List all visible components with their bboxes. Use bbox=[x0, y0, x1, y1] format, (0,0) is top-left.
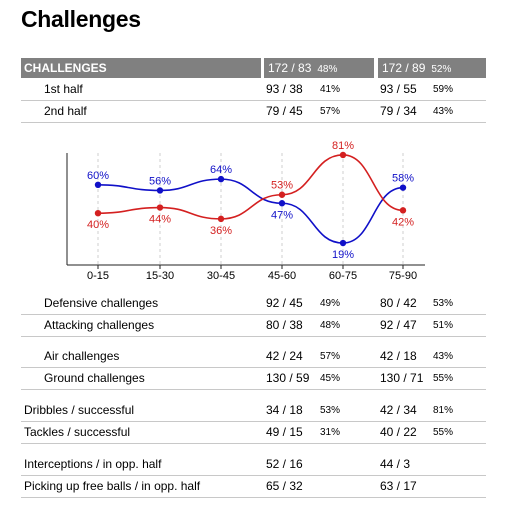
row-team1-value: 52 / 16 bbox=[266, 457, 303, 471]
data-point bbox=[399, 207, 407, 214]
table-header-team1: 172 / 83 48% bbox=[264, 58, 374, 78]
row-team1-pct: 45% bbox=[320, 373, 341, 384]
row-team1-value: 130 / 59 bbox=[266, 371, 310, 385]
x-tick-label: 15-30 bbox=[146, 270, 174, 282]
row-label: Tackles / successful bbox=[24, 425, 131, 439]
row-label: Air challenges bbox=[44, 349, 120, 363]
data-point bbox=[217, 175, 225, 183]
data-point bbox=[339, 239, 347, 247]
table-row-1st-half: 1st half 93 / 38 41% 93 / 55 59% bbox=[21, 79, 486, 101]
row-team1-pct: 41% bbox=[320, 84, 341, 95]
row-team1-value: 49 / 15 bbox=[266, 425, 303, 439]
data-point bbox=[278, 191, 286, 198]
data-label: 47% bbox=[271, 209, 293, 221]
x-tick-label: 60-75 bbox=[329, 270, 357, 282]
row-team2-pct: 43% bbox=[433, 351, 454, 362]
row-team2-value: 92 / 47 bbox=[380, 318, 417, 332]
row-team1-value: 80 / 38 bbox=[266, 318, 303, 332]
row-team1-pct: 48% bbox=[320, 320, 341, 331]
row-team1-pct: 49% bbox=[320, 298, 341, 309]
data-label: 60% bbox=[87, 170, 109, 182]
row-team1-value: 93 / 38 bbox=[266, 82, 303, 96]
x-tick-label: 75-90 bbox=[389, 270, 417, 282]
row-team2-pct: 53% bbox=[433, 298, 454, 309]
data-point bbox=[94, 181, 102, 188]
header-team2-pct: 52% bbox=[431, 64, 452, 75]
series-line bbox=[97, 178, 404, 244]
data-point bbox=[156, 204, 164, 211]
row-team1-pct: 53% bbox=[320, 405, 341, 416]
page-title: Challenges bbox=[21, 6, 141, 32]
row-team2-value: 93 / 55 bbox=[380, 82, 417, 96]
row-label: 1st half bbox=[44, 82, 83, 96]
row-team1-pct: 57% bbox=[320, 106, 341, 117]
table-row-attacking: Attacking challenges 80 / 38 48% 92 / 47… bbox=[21, 315, 486, 337]
row-team1-value: 34 / 18 bbox=[266, 403, 303, 417]
row-team2-pct: 81% bbox=[433, 405, 454, 416]
row-label: 2nd half bbox=[44, 104, 87, 118]
table-row-air: Air challenges 42 / 24 57% 42 / 18 43% bbox=[21, 346, 486, 368]
row-label: Defensive challenges bbox=[44, 296, 159, 310]
row-team2-value: 130 / 71 bbox=[380, 371, 424, 385]
data-label: 58% bbox=[392, 173, 414, 185]
row-label: Attacking challenges bbox=[44, 318, 155, 332]
data-label: 44% bbox=[149, 214, 171, 226]
data-label: 56% bbox=[149, 175, 171, 187]
row-team1-value: 42 / 24 bbox=[266, 349, 303, 363]
data-label: 81% bbox=[332, 140, 354, 152]
data-label: 64% bbox=[210, 164, 232, 176]
table-row-ground: Ground challenges 130 / 59 45% 130 / 71 … bbox=[21, 368, 486, 390]
row-team2-pct: 59% bbox=[433, 84, 454, 95]
row-team2-value: 44 / 3 bbox=[380, 457, 411, 471]
data-label: 19% bbox=[332, 249, 354, 261]
table-header-team2: 172 / 89 52% bbox=[378, 58, 486, 78]
row-team2-pct: 43% bbox=[433, 106, 454, 117]
data-point bbox=[156, 187, 164, 194]
row-label: Interceptions / in opp. half bbox=[24, 457, 162, 471]
data-label: 42% bbox=[392, 216, 414, 228]
row-team2-value: 63 / 17 bbox=[380, 479, 417, 493]
header-team1-pct: 48% bbox=[317, 64, 338, 75]
table-header-label: CHALLENGES bbox=[21, 58, 261, 78]
data-point bbox=[399, 184, 407, 191]
row-team2-pct: 55% bbox=[433, 373, 454, 384]
row-team1-value: 92 / 45 bbox=[266, 296, 303, 310]
row-team1-pct: 31% bbox=[320, 427, 341, 438]
header-team1-value: 172 / 83 bbox=[268, 61, 312, 75]
data-point bbox=[278, 200, 286, 207]
row-label: Picking up free balls / in opp. half bbox=[24, 479, 201, 493]
data-label: 53% bbox=[271, 180, 293, 192]
row-team1-pct: 57% bbox=[320, 351, 341, 362]
row-team2-value: 79 / 34 bbox=[380, 104, 417, 118]
data-point bbox=[339, 151, 347, 159]
row-team2-value: 42 / 18 bbox=[380, 349, 417, 363]
table-row-tackles: Tackles / successful 49 / 15 31% 40 / 22… bbox=[21, 422, 486, 444]
row-team2-value: 40 / 22 bbox=[380, 425, 417, 439]
row-team2-pct: 51% bbox=[433, 320, 454, 331]
row-label: Ground challenges bbox=[44, 371, 145, 385]
x-tick-label: 45-60 bbox=[268, 270, 296, 282]
table-row-defensive: Defensive challenges 92 / 45 49% 80 / 42… bbox=[21, 293, 486, 315]
table-row-interceptions: Interceptions / in opp. half 52 / 16 44 … bbox=[21, 454, 486, 476]
row-team2-value: 42 / 34 bbox=[380, 403, 417, 417]
table-row-free-balls: Picking up free balls / in opp. half 65 … bbox=[21, 476, 486, 498]
header-team2-value: 172 / 89 bbox=[382, 61, 426, 75]
data-point bbox=[94, 210, 102, 217]
series-line bbox=[97, 154, 404, 220]
x-tick-label: 0-15 bbox=[87, 270, 109, 282]
x-tick-label: 30-45 bbox=[207, 270, 235, 282]
row-team1-value: 65 / 32 bbox=[266, 479, 303, 493]
data-label: 36% bbox=[210, 225, 232, 237]
table-row-dribbles: Dribbles / successful 34 / 18 53% 42 / 3… bbox=[21, 400, 486, 422]
data-label: 40% bbox=[87, 219, 109, 231]
row-team2-value: 80 / 42 bbox=[380, 296, 417, 310]
row-label: Dribbles / successful bbox=[24, 403, 135, 417]
table-row-2nd-half: 2nd half 79 / 45 57% 79 / 34 43% bbox=[21, 101, 486, 123]
data-point bbox=[217, 215, 225, 223]
row-team1-value: 79 / 45 bbox=[266, 104, 303, 118]
row-team2-pct: 55% bbox=[433, 427, 454, 438]
